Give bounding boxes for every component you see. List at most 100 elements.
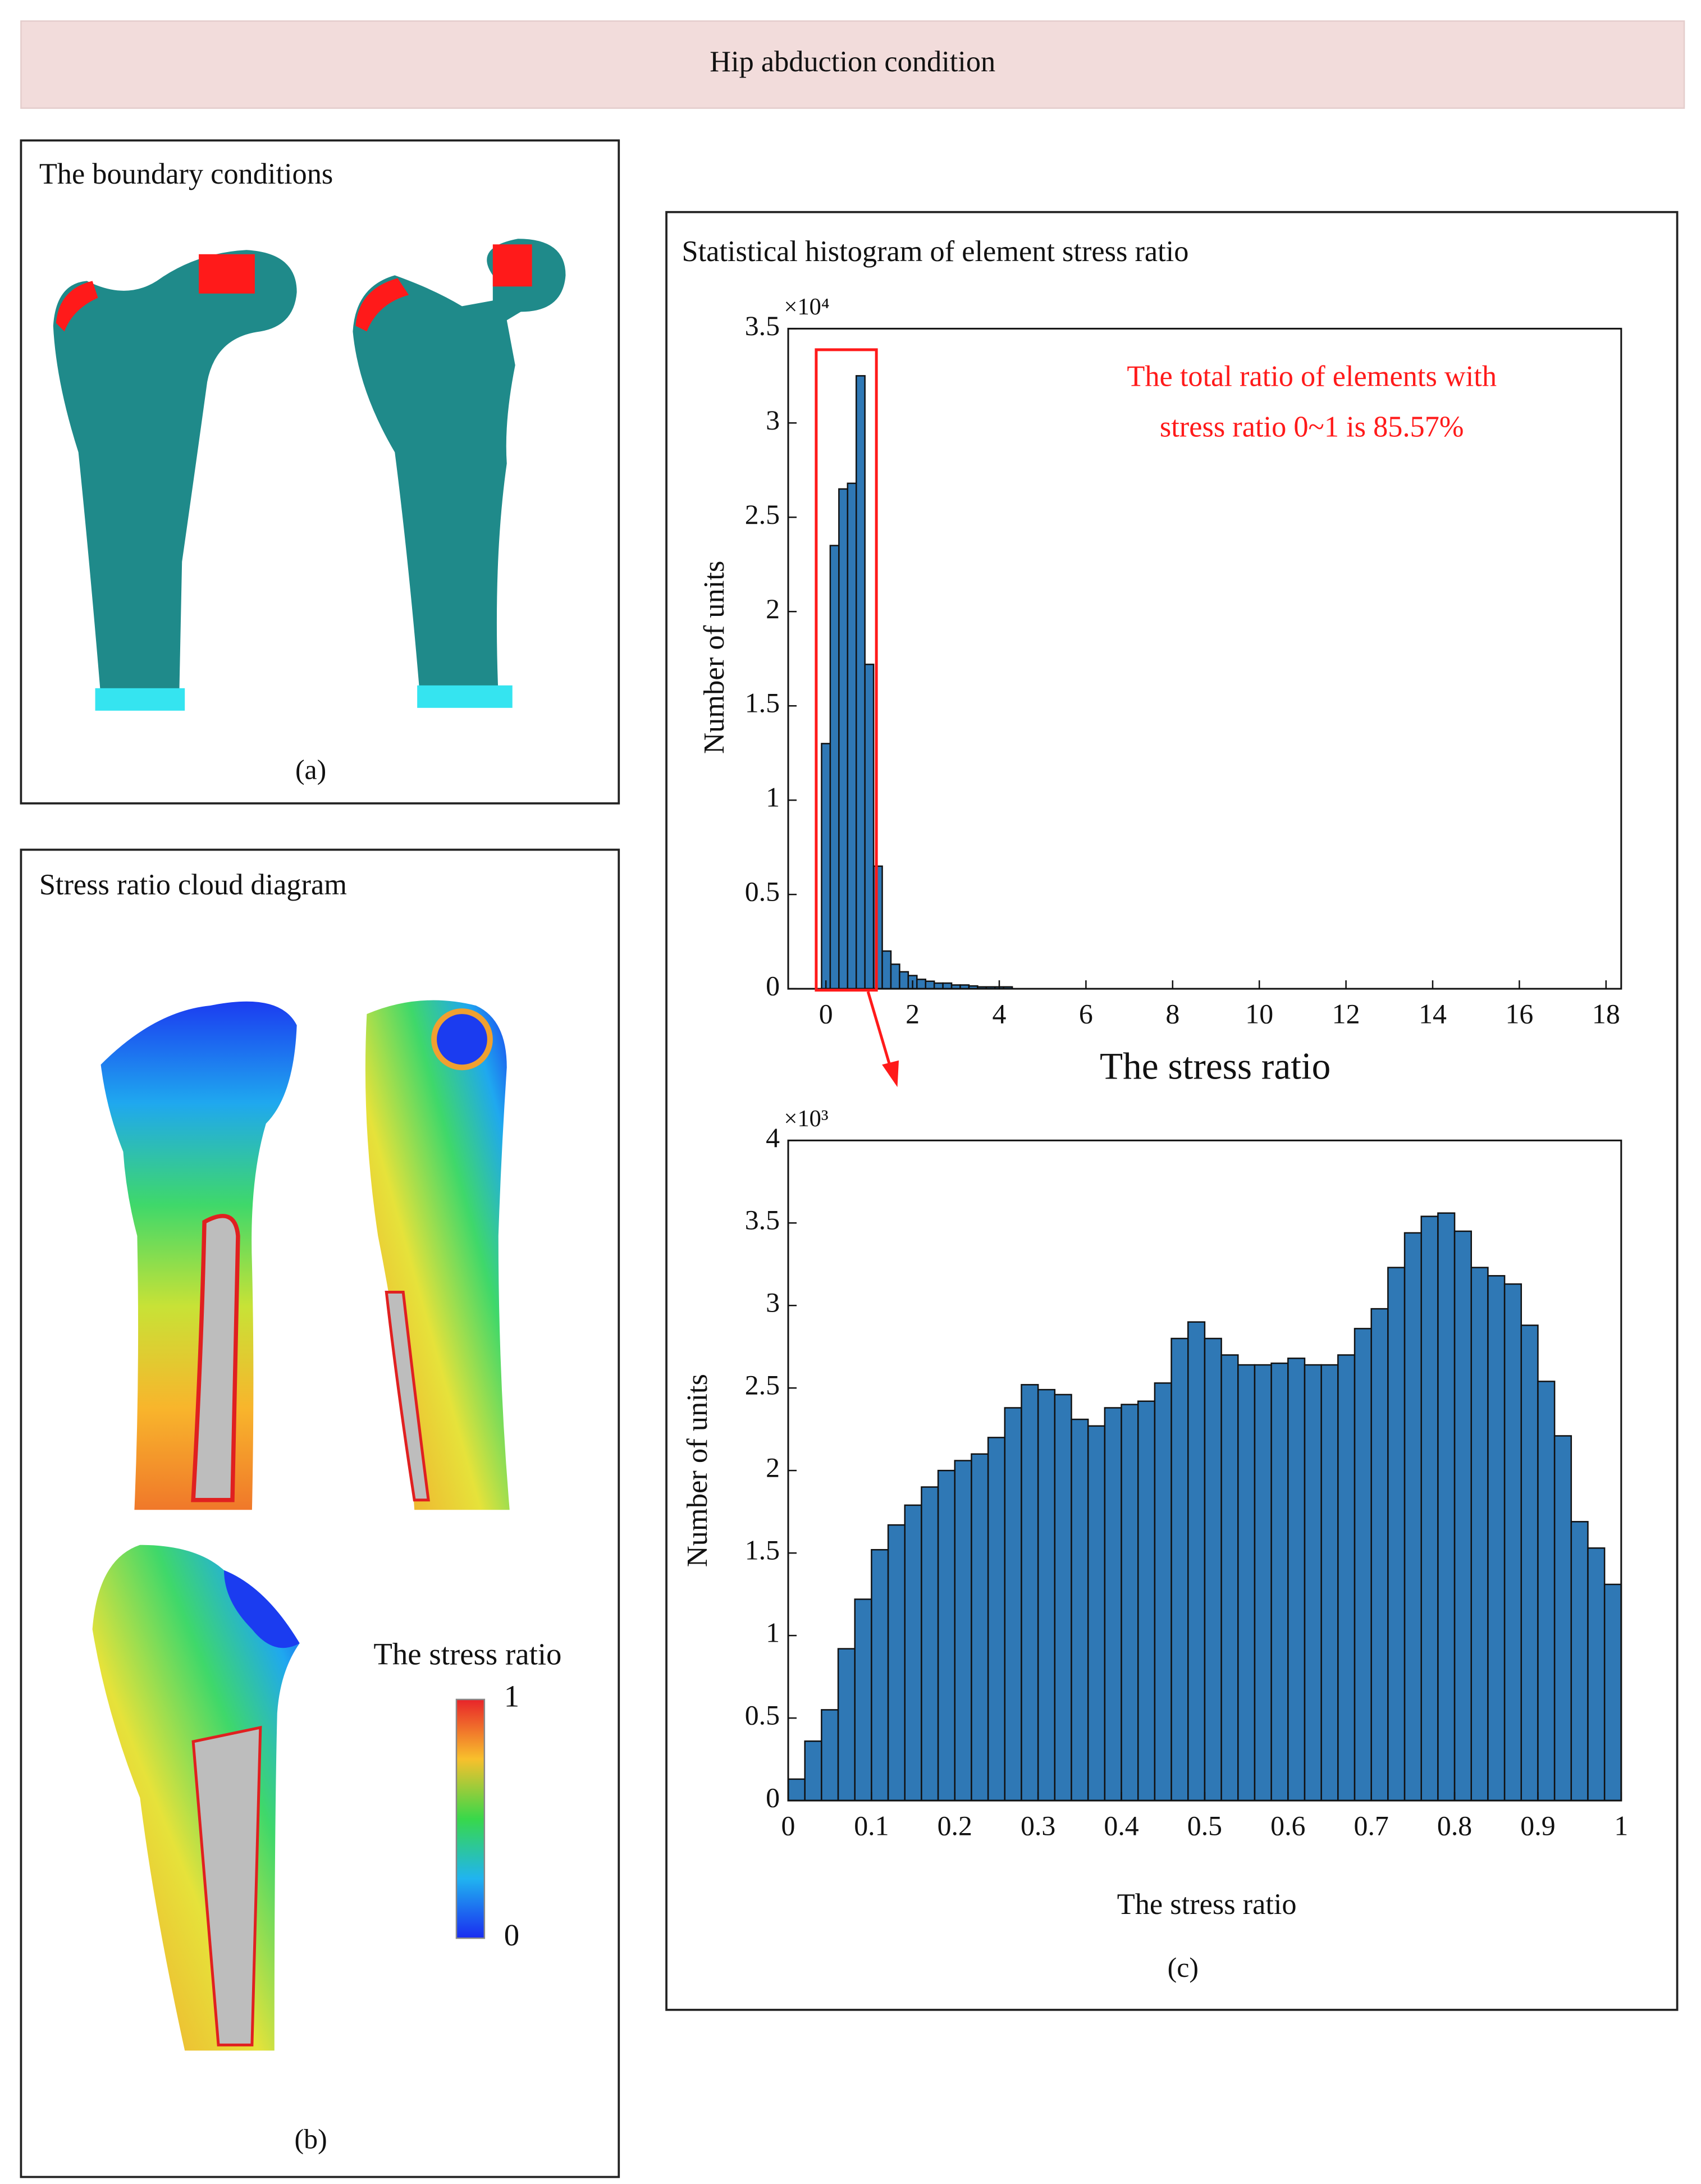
bar bbox=[1470, 1267, 1489, 1802]
panel-title: Statistical histogram of element stress … bbox=[682, 235, 1188, 268]
bar bbox=[1137, 1400, 1156, 1802]
panel-caption: (c) bbox=[1168, 1952, 1199, 1983]
bar bbox=[1320, 1364, 1339, 1802]
y-tick-label: 3.5 bbox=[745, 310, 780, 341]
bar bbox=[1487, 1275, 1506, 1802]
bar bbox=[1537, 1381, 1556, 1802]
y-tick-label: 0.5 bbox=[745, 876, 780, 907]
x-tick-label: 10 bbox=[1245, 998, 1273, 1030]
header-band bbox=[20, 20, 1685, 109]
bar bbox=[1370, 1308, 1389, 1802]
x-tick-label: 0.9 bbox=[1520, 1810, 1555, 1842]
panel-caption: (b) bbox=[295, 2123, 327, 2154]
bar bbox=[1037, 1388, 1056, 1802]
plot-frame bbox=[787, 327, 1622, 990]
x-tick-label: 0.7 bbox=[1354, 1810, 1389, 1842]
bar bbox=[821, 1709, 839, 1802]
x-tick-label: 2 bbox=[906, 998, 920, 1030]
bar bbox=[847, 482, 857, 990]
y-multiplier: ×10⁴ bbox=[784, 294, 830, 320]
bar bbox=[1220, 1354, 1239, 1802]
x-tick-label: 18 bbox=[1592, 998, 1620, 1030]
bar bbox=[854, 1598, 872, 1802]
colorbar bbox=[455, 1698, 486, 1939]
bar bbox=[838, 488, 849, 990]
bar bbox=[987, 1437, 1006, 1802]
bar bbox=[1354, 1328, 1372, 1802]
bar bbox=[1254, 1364, 1272, 1802]
x-tick-label: 14 bbox=[1419, 998, 1447, 1030]
highlight-arrow bbox=[866, 991, 892, 1068]
bar bbox=[1387, 1267, 1406, 1802]
bar bbox=[937, 1469, 956, 1802]
bar bbox=[1104, 1407, 1122, 1802]
bar bbox=[1304, 1364, 1322, 1802]
highlight-box bbox=[815, 348, 878, 992]
bar bbox=[1437, 1212, 1456, 1802]
bar bbox=[904, 1504, 922, 1802]
bar bbox=[942, 982, 953, 990]
panel-caption: (a) bbox=[295, 753, 326, 785]
bar bbox=[821, 743, 831, 990]
highlight-arrowhead bbox=[882, 1060, 899, 1088]
bar bbox=[1204, 1337, 1222, 1802]
colorbar-title: The stress ratio bbox=[373, 1637, 561, 1671]
bar bbox=[954, 1460, 972, 1802]
bar bbox=[1553, 1435, 1572, 1802]
bar bbox=[1004, 1407, 1022, 1802]
bar bbox=[1187, 1321, 1206, 1802]
bar bbox=[871, 1549, 889, 1802]
bar bbox=[1403, 1232, 1422, 1802]
y-tick-label: 3 bbox=[766, 404, 780, 436]
colorbar-label: 0 bbox=[504, 1918, 519, 1952]
bar bbox=[1453, 1230, 1473, 1802]
x-tick-label: 0.6 bbox=[1270, 1810, 1305, 1842]
femur-model bbox=[53, 250, 297, 711]
bar bbox=[804, 1740, 822, 1802]
x-tick-label: 0 bbox=[781, 1810, 795, 1842]
bar bbox=[837, 1648, 856, 1802]
x-tick-label: 0.3 bbox=[1021, 1810, 1055, 1842]
panel-title: Stress ratio cloud diagram bbox=[39, 869, 347, 901]
bar bbox=[1337, 1354, 1356, 1802]
bar bbox=[1603, 1583, 1622, 1802]
bar bbox=[1420, 1216, 1439, 1802]
bar bbox=[787, 1778, 806, 1802]
bar bbox=[1170, 1337, 1189, 1802]
bar bbox=[1287, 1358, 1306, 1802]
header-title: Hip abduction condition bbox=[710, 45, 995, 78]
x-tick-label: 0.2 bbox=[938, 1810, 972, 1842]
bar bbox=[916, 979, 927, 990]
bar bbox=[1071, 1418, 1089, 1802]
femur-model bbox=[353, 239, 566, 708]
bar bbox=[1570, 1521, 1589, 1802]
bar bbox=[887, 1524, 906, 1802]
bar bbox=[921, 1486, 939, 1802]
x-tick-label: 0.5 bbox=[1187, 1810, 1222, 1842]
bar bbox=[864, 664, 875, 990]
y-tick-label: 0 bbox=[766, 1781, 780, 1813]
bar bbox=[1054, 1393, 1072, 1802]
x-tick-label: 0 bbox=[819, 998, 833, 1030]
y-tick-label: 1 bbox=[766, 782, 780, 813]
bar bbox=[1587, 1547, 1606, 1802]
bar bbox=[855, 375, 866, 990]
y-tick-label: 4 bbox=[766, 1122, 780, 1153]
y-tick-label: 2.5 bbox=[745, 1369, 780, 1401]
x-tick-label: 12 bbox=[1332, 998, 1360, 1030]
y-tick-label: 2.5 bbox=[745, 499, 780, 530]
bar bbox=[890, 963, 900, 990]
bar bbox=[1121, 1404, 1139, 1802]
y-tick-label: 3 bbox=[766, 1287, 780, 1318]
bar bbox=[971, 1453, 989, 1802]
y-tick-label: 2 bbox=[766, 1452, 780, 1483]
bar bbox=[829, 545, 840, 990]
bar bbox=[899, 971, 909, 990]
y-tick-label: 1.5 bbox=[745, 687, 780, 719]
x-tick-label: 0.4 bbox=[1104, 1810, 1138, 1842]
x-axis-label: The stress ratio bbox=[1117, 1888, 1297, 1921]
bar bbox=[1503, 1283, 1522, 1802]
panel-frame bbox=[20, 848, 620, 2178]
